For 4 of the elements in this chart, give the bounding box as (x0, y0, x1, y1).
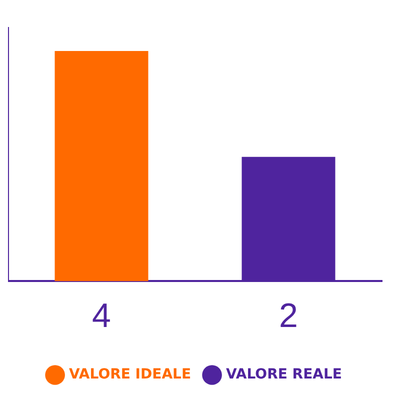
legend-label: VALORE REALE (226, 366, 342, 383)
x-tick-label: 4 (92, 296, 111, 335)
legend-label: VALORE IDEALE (69, 366, 192, 383)
x-tick-label: 2 (279, 296, 298, 335)
